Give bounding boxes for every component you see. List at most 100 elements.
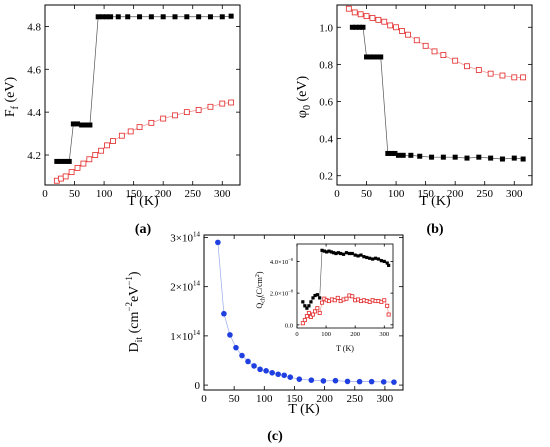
panel-a-ylabel: Ff (eV) — [3, 77, 21, 118]
panel-a-xlabel: T (K) — [127, 194, 159, 209]
panel-c-label: (c) — [267, 429, 283, 444]
panel-b-data-point — [388, 150, 394, 156]
panel-a-data-point — [110, 138, 116, 144]
panel-b-data-point — [464, 155, 470, 161]
panel-a-xtick-label: 50 — [69, 188, 81, 200]
inset-ytick-base: 4.0×10 — [270, 259, 288, 266]
panel-b-data-point — [499, 72, 506, 79]
panel-b-data-point — [393, 24, 399, 31]
inset-data-point — [307, 304, 311, 308]
panel-a-data-point — [148, 14, 154, 20]
panel-b-ylabel-main: φ — [295, 110, 310, 118]
panel-b-data-point — [392, 150, 398, 156]
panel-c-data-point — [332, 377, 339, 384]
inset-data-point — [322, 249, 326, 253]
panel-a-xtick-label: 200 — [155, 188, 172, 200]
panel-b-data-point — [476, 154, 482, 160]
panel-c-ytick-label: 1×1014 — [170, 329, 200, 343]
panel-b-data-point — [475, 67, 482, 73]
panel-b-xtick-label: 0 — [334, 188, 340, 200]
panel-c-ytick-exp: 14 — [193, 230, 201, 238]
inset-data-point — [317, 310, 322, 315]
panel-b-data-point — [345, 5, 352, 12]
panel-b-data-point — [499, 156, 505, 162]
panel-a-ytick-label: 4.4 — [27, 107, 41, 119]
inset-data-point — [320, 248, 324, 252]
inset-ytick-exp: −8 — [288, 289, 294, 294]
panel-b-data-point — [511, 155, 517, 161]
panel-a-series — [53, 13, 235, 184]
inset-data-point — [318, 296, 322, 300]
panel-b-data-point — [357, 11, 364, 18]
inset-data-point — [339, 251, 343, 256]
panel-b-ytick-label: 0.4 — [319, 134, 333, 146]
panel-b: 0 50 100 150 200 250 300 0.2 0.4 0.6 0.8 1.0 T (K)… — [295, 4, 533, 237]
inset-ylabel: Qch(C/cm2) — [255, 271, 267, 308]
panel-c-data-point — [281, 372, 288, 379]
panel-c-xtick-label: 250 — [347, 393, 364, 405]
panel-c-ytick-label: 3×1014 — [170, 230, 200, 244]
panel-b-data-point — [374, 54, 380, 60]
panel-a-data-point — [148, 119, 155, 126]
panel-a-data-point — [115, 14, 121, 20]
panel-c-data-point — [296, 376, 303, 382]
panel-a-data-point — [92, 152, 99, 158]
panel-b-xtick-label: 50 — [361, 188, 373, 200]
panel-b-data-point — [353, 24, 359, 30]
panel-a-data-point — [108, 14, 114, 20]
panel-c-inset: 0 100 200 300 0.02.0×10−84.0×10−8 T (K) Qch… — [255, 240, 396, 353]
panel-c-ylabel: Dit (cm−2eV−1) — [124, 271, 145, 352]
panel-b-data-point — [371, 54, 377, 60]
panel-a-data-point — [118, 132, 125, 139]
panel-a-data-point — [184, 14, 190, 20]
panel-a-data-point — [207, 103, 214, 110]
inset-data-point — [311, 296, 315, 300]
inset-data-point — [309, 300, 313, 304]
panel-c-ylabel-sup1: −2 — [124, 302, 134, 312]
panel-b-xtick-label: 100 — [388, 188, 405, 200]
panel-b-ytick-label: 1.0 — [319, 22, 333, 34]
panel-c-ylabel-unit: (cm — [127, 311, 142, 336]
panel-b-data-point — [452, 57, 459, 64]
panel-a-data-point — [87, 122, 93, 128]
panel-a-data-point — [74, 164, 81, 171]
panel-a-data-point — [83, 122, 89, 128]
panel-c-data-point — [368, 378, 375, 385]
panel-b-data-point — [360, 24, 366, 30]
inset-data-point — [365, 255, 369, 260]
inset-data-point — [305, 306, 309, 310]
panel-b-data-point — [417, 153, 423, 159]
panel-b-series-0-line — [352, 26, 524, 160]
panel-b-xtick-label: 300 — [506, 188, 523, 200]
panel-b-data-point — [363, 13, 370, 20]
panel-b-ylabel-unit: (eV) — [295, 76, 310, 105]
inset-xtick-label: 100 — [321, 331, 331, 338]
panel-a-series-0-line — [56, 15, 232, 162]
panel-a-data-point — [99, 14, 105, 20]
panel-b-data-point — [488, 155, 494, 161]
panel-a-data-point — [62, 158, 68, 164]
panel-a-data-point — [62, 173, 69, 180]
panel-b-data-point — [405, 31, 411, 38]
panel-c-data-point — [344, 378, 351, 385]
panel-b-frame — [336, 4, 533, 186]
inset-data-point — [368, 256, 372, 260]
panel-c-ylabel-mid: eV — [127, 286, 142, 302]
panel-a-xtick-label: 100 — [96, 188, 113, 200]
panel-b-data-point — [520, 156, 526, 162]
inset-data-point — [302, 318, 307, 323]
panel-b-ytick-label: 0.6 — [319, 96, 333, 108]
panel-b-series-1-line — [348, 8, 524, 78]
inset-data-point — [315, 293, 319, 297]
panel-a-data-point — [58, 158, 64, 164]
panel-c-data-point — [221, 310, 227, 317]
inset-data-point — [353, 253, 357, 257]
panel-a-y-axis: 4.2 4.4 4.6 4.8 — [27, 21, 240, 162]
panel-b-data-point — [431, 48, 438, 55]
panel-c-data-point — [245, 358, 251, 365]
inset-ylabel-end: ) — [255, 271, 264, 274]
panel-b-data-point — [440, 154, 446, 160]
inset-data-point — [332, 298, 337, 303]
inset-data-point — [350, 251, 354, 256]
